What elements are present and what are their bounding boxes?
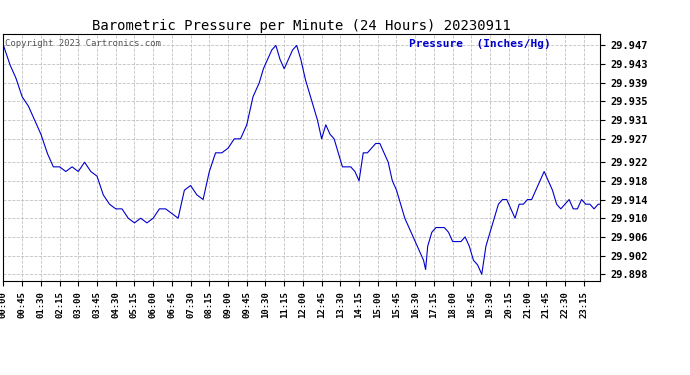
Text: Pressure  (Inches/Hg): Pressure (Inches/Hg) — [409, 39, 551, 49]
Title: Barometric Pressure per Minute (24 Hours) 20230911: Barometric Pressure per Minute (24 Hours… — [92, 19, 511, 33]
Text: Copyright 2023 Cartronics.com: Copyright 2023 Cartronics.com — [5, 39, 161, 48]
